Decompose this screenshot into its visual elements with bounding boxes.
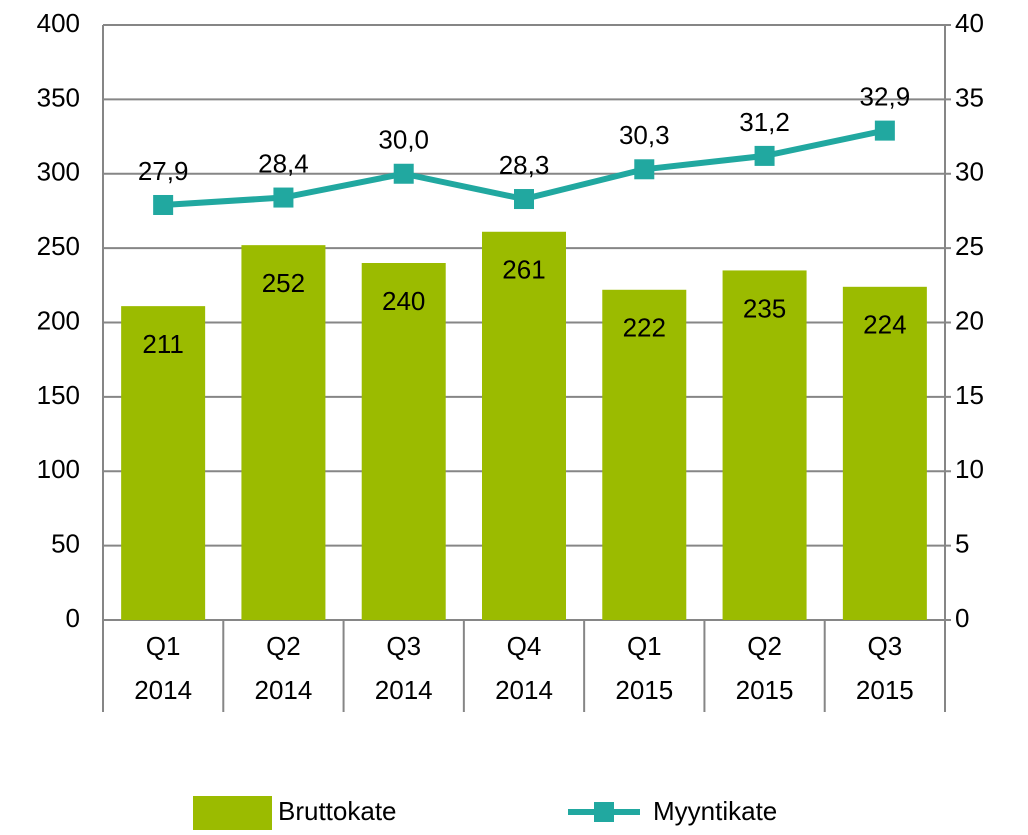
marker — [393, 163, 414, 184]
x-tick-label: Q2 — [266, 631, 301, 661]
x-tick-label: 2014 — [134, 675, 192, 705]
marker — [754, 145, 775, 166]
data-label: 30,0 — [378, 125, 429, 155]
legend-swatch — [193, 796, 272, 830]
x-tick-label: 2015 — [856, 675, 914, 705]
data-label: 224 — [863, 310, 906, 340]
bar — [602, 289, 687, 620]
x-tick-label: Q4 — [507, 631, 542, 661]
marker — [634, 159, 655, 180]
data-label: 30,3 — [619, 120, 670, 150]
bar — [722, 270, 807, 620]
bar — [241, 245, 326, 620]
legend-marker — [594, 802, 614, 822]
y-tick-label: 0 — [66, 603, 80, 633]
x-tick-label: 2014 — [375, 675, 433, 705]
legend-label: Myyntikate — [653, 796, 777, 826]
y2-tick-label: 25 — [955, 231, 984, 261]
data-label: 240 — [382, 286, 425, 316]
data-label: 28,4 — [258, 148, 309, 178]
x-tick-label: Q1 — [146, 631, 181, 661]
data-label: 252 — [262, 268, 305, 298]
x-tick-label: Q2 — [747, 631, 782, 661]
data-label: 235 — [743, 293, 786, 323]
y2-tick-label: 0 — [955, 603, 969, 633]
y2-tick-label: 20 — [955, 305, 984, 335]
y2-tick-label: 5 — [955, 529, 969, 559]
data-label: 27,9 — [138, 156, 189, 186]
x-tick-label: 2015 — [615, 675, 673, 705]
bar — [482, 231, 566, 620]
data-label: 211 — [142, 329, 183, 359]
y-tick-label: 350 — [37, 82, 80, 112]
y-tick-label: 50 — [51, 529, 80, 559]
legend-label: Bruttokate — [278, 796, 397, 826]
bar — [842, 286, 927, 620]
y2-tick-label: 10 — [955, 454, 984, 484]
x-tick-label: 2014 — [495, 675, 553, 705]
x-tick-label: Q3 — [386, 631, 421, 661]
x-tick-label: Q3 — [868, 631, 903, 661]
y-tick-label: 300 — [37, 157, 80, 187]
marker — [273, 187, 294, 208]
data-label: 28,3 — [499, 150, 550, 180]
x-tick-label: 2015 — [736, 675, 794, 705]
x-tick-label: Q1 — [627, 631, 662, 661]
x-tick-label: 2014 — [255, 675, 313, 705]
data-label: 222 — [623, 313, 666, 343]
y-tick-label: 250 — [37, 231, 80, 261]
y-tick-label: 150 — [37, 380, 80, 410]
data-label: 261 — [502, 255, 545, 285]
y-tick-label: 100 — [37, 454, 80, 484]
y-tick-label: 400 — [37, 8, 80, 38]
y-tick-label: 200 — [37, 305, 80, 335]
marker — [874, 120, 895, 141]
y2-tick-label: 40 — [955, 8, 984, 38]
marker — [514, 189, 534, 210]
y2-tick-label: 35 — [955, 82, 984, 112]
data-label: 32,9 — [860, 81, 911, 111]
marker — [153, 194, 174, 215]
data-label: 31,2 — [739, 107, 790, 137]
y2-tick-label: 15 — [955, 380, 984, 410]
bar — [361, 263, 446, 620]
bar — [121, 306, 206, 620]
y2-tick-label: 30 — [955, 157, 984, 187]
